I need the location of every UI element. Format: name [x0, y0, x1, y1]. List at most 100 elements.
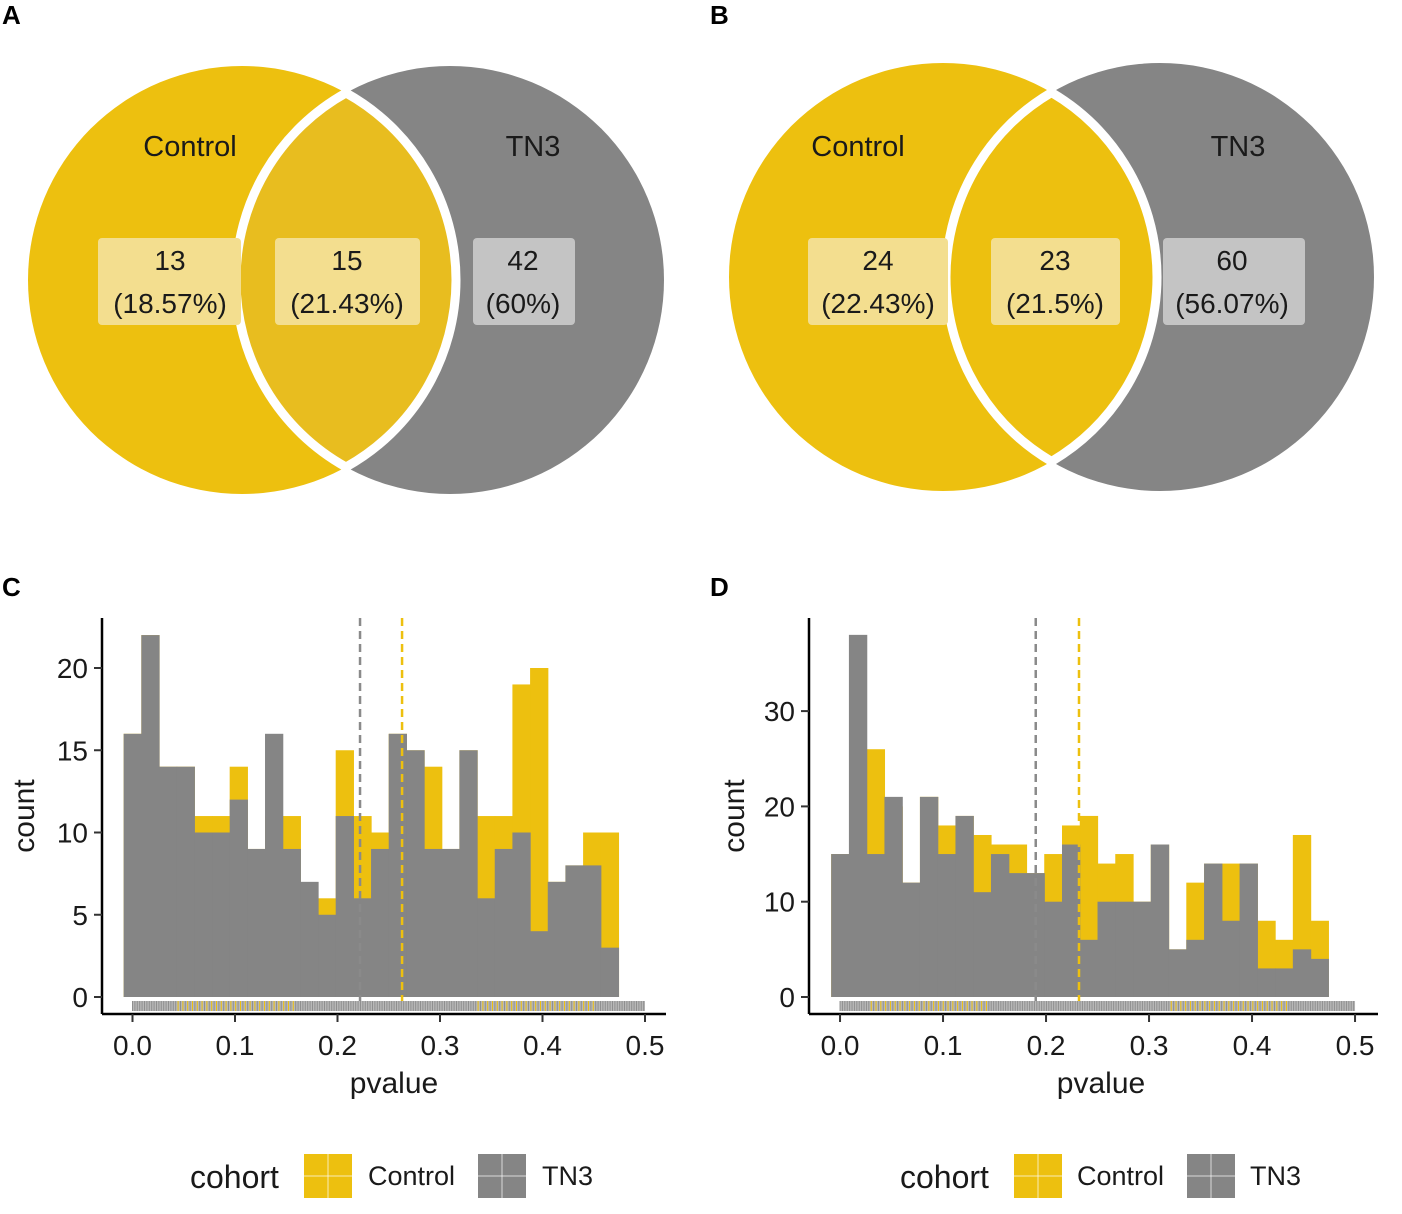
x-tick-label: 0.3	[421, 1030, 460, 1061]
tn3-bar-15	[1097, 901, 1116, 997]
venn-a-both-box	[275, 238, 420, 325]
legend-c-title: cohort	[190, 1159, 279, 1195]
histogram-c-tn3-bars	[123, 635, 620, 997]
histogram-d: 0.0 0.1 0.2 0.3 0.4 0.5 0 10 20 30 pvalue count	[718, 618, 1378, 1100]
legend-d-control-key	[1014, 1154, 1062, 1198]
tn3-bar-3	[884, 796, 903, 997]
venn-a-tn3-box	[473, 238, 575, 325]
x-tick-label: 0.1	[924, 1030, 963, 1061]
tn3-bar-12	[335, 816, 354, 997]
tn3-bar-0	[123, 733, 142, 997]
venn-a-label-tn3: TN3	[506, 131, 561, 163]
legend-c: cohort Control TN3	[190, 1154, 593, 1198]
tn3-bar-13	[353, 898, 372, 997]
tn3-bar-15	[388, 733, 407, 997]
x-tick-label: 0.1	[216, 1030, 255, 1061]
tn3-bar-24	[547, 881, 567, 997]
tn3-bar-21	[1204, 863, 1223, 997]
histogram-c-rug	[131, 1001, 645, 1011]
venn-b-label-control: Control	[811, 131, 905, 163]
venn-b-tn3-percent: (56.07%)	[1175, 288, 1289, 319]
tn3-bar-7	[247, 848, 266, 997]
tn3-bar-25	[565, 865, 584, 997]
tn3-bar-6	[937, 854, 957, 997]
venn-a-tn3-percent: (60%)	[486, 288, 561, 319]
tn3-bar-27	[600, 947, 620, 997]
legend-d-title: cohort	[900, 1159, 989, 1195]
legend-c-control-label: Control	[368, 1161, 455, 1191]
tn3-bar-14	[371, 848, 390, 997]
histogram-c-x-axis-title: pvalue	[350, 1067, 438, 1100]
histogram-d-x-ticks: 0.0 0.1 0.2 0.3 0.4 0.5	[821, 1014, 1375, 1061]
x-tick-label: 0.5	[1336, 1030, 1375, 1061]
tn3-bar-16	[1115, 901, 1134, 997]
histogram-d-y-axis-title: count	[718, 779, 751, 853]
y-tick-label: 30	[764, 696, 795, 727]
tn3-bar-2	[158, 766, 178, 997]
tn3-bar-20	[1186, 939, 1205, 997]
histogram-d-x-axis-title: pvalue	[1057, 1067, 1145, 1100]
y-tick-label: 0	[779, 982, 795, 1013]
histogram-d-y-ticks: 0 10 20 30	[764, 696, 809, 1013]
tn3-bar-6	[229, 799, 248, 997]
y-tick-label: 15	[57, 735, 88, 766]
tn3-bar-14	[1079, 939, 1099, 997]
legend-d-tn3-label: TN3	[1250, 1161, 1301, 1191]
tn3-bar-20	[477, 898, 496, 997]
tn3-bar-7	[955, 815, 974, 997]
tn3-bar-27	[1310, 958, 1329, 997]
tn3-bar-18	[441, 848, 460, 997]
x-tick-label: 0.4	[1233, 1030, 1272, 1061]
histogram-c-y-ticks: 0 5 10 15 20	[57, 653, 102, 1013]
histogram-d-tn3-bars	[831, 634, 1329, 997]
venn-a: Control TN3 13 (18.57%) 15 (21.43%) 42 (…	[28, 66, 664, 494]
tn3-bar-9	[990, 854, 1010, 997]
tn3-bar-21	[494, 848, 514, 997]
tn3-bar-4	[902, 882, 921, 997]
panel-letter-a: A	[2, 0, 21, 30]
tn3-bar-4	[194, 832, 213, 997]
panel-letter-d: D	[710, 572, 729, 602]
panel-letter-c: C	[2, 572, 21, 602]
tn3-bar-5	[212, 832, 231, 997]
tn3-bar-0	[831, 854, 850, 997]
y-tick-label: 10	[57, 818, 88, 849]
tn3-bar-10	[300, 881, 319, 997]
legend-d-tn3-key	[1187, 1154, 1235, 1198]
panel-c: C 0.0 0.1 0.2 0.3 0.4 0.5 0 5 10 15 20 pvalue cou…	[2, 572, 666, 1198]
venn-b-label-tn3: TN3	[1211, 131, 1266, 163]
tn3-bar-9	[282, 848, 301, 997]
venn-a-tn3-count: 42	[507, 245, 538, 276]
tn3-bar-10	[1008, 873, 1028, 997]
tn3-bar-19	[459, 750, 478, 997]
tn3-bar-24	[1257, 968, 1276, 997]
tn3-bar-13	[1062, 844, 1081, 997]
legend-c-control-key	[304, 1154, 352, 1198]
tn3-bar-8	[973, 892, 992, 997]
tn3-bar-22	[512, 832, 531, 997]
x-tick-label: 0.4	[523, 1030, 562, 1061]
control-bar-23	[530, 668, 549, 997]
panel-b: B Control TN3 24 (22.43%) 23 (21.5%) 60 …	[710, 0, 1374, 491]
venn-b: Control TN3 24 (22.43%) 23 (21.5%) 60 (5…	[729, 63, 1374, 491]
venn-b-control-count: 24	[862, 245, 893, 276]
tn3-bar-1	[848, 634, 868, 997]
venn-b-control-box	[808, 238, 948, 325]
tn3-bar-2	[866, 854, 886, 997]
venn-a-control-percent: (18.57%)	[113, 288, 227, 319]
tn3-bar-23	[530, 931, 549, 997]
venn-b-both-box	[991, 238, 1120, 325]
venn-a-overlap-outline	[231, 87, 461, 473]
x-tick-label: 0.0	[113, 1030, 152, 1061]
x-tick-label: 0.2	[318, 1030, 357, 1061]
histogram-d-axes	[807, 618, 1378, 1016]
venn-b-tn3-count: 60	[1216, 245, 1247, 276]
legend-c-tn3-label: TN3	[542, 1161, 593, 1191]
legend-c-tn3-key	[478, 1154, 526, 1198]
y-tick-label: 20	[764, 791, 795, 822]
histogram-c-x-ticks: 0.0 0.1 0.2 0.3 0.4 0.5	[113, 1014, 664, 1061]
x-tick-label: 0.2	[1027, 1030, 1066, 1061]
venn-b-both-percent: (21.5%)	[1006, 288, 1104, 319]
rug-band	[132, 1001, 645, 1011]
